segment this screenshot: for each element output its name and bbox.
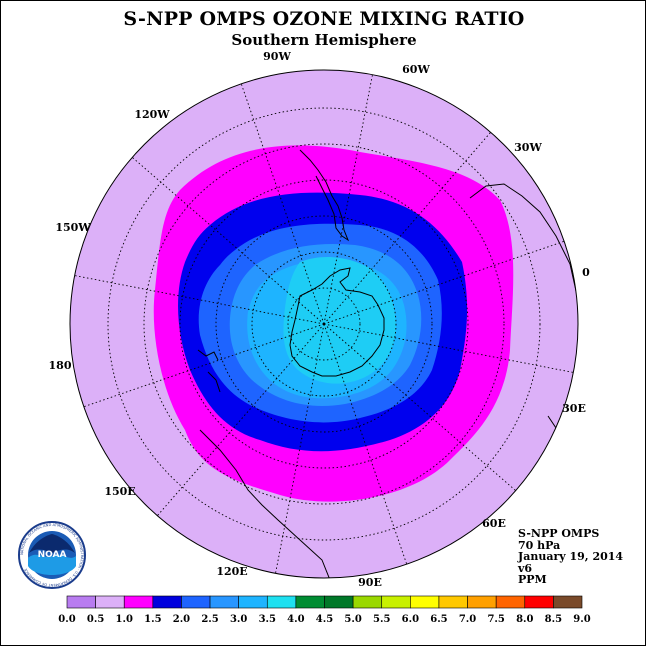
new-zealand-coastline [197,349,221,393]
map-subtitle: Southern Hemisphere [231,31,417,49]
colorbar-tick-label: 2.5 [201,614,218,625]
lon-label-120w: 120W [134,108,170,121]
colorbar-tick-label: 8.0 [516,614,533,625]
colorbar-swatch [66,595,96,609]
colorbar-swatch [438,595,468,609]
colorbar-swatch [95,595,125,609]
lon-label-150e: 150E [104,485,135,498]
colorbar-swatch [495,595,526,609]
graticule [74,74,574,574]
map-disk-border [69,69,579,579]
colorbar-swatch [209,595,239,609]
colorbar-tick-label: 0.5 [87,614,104,625]
map-title: S-NPP OMPS OZONE MIXING RATIO [123,8,525,30]
info-instrument: S-NPP OMPS [518,527,600,540]
australia-coastline [199,429,331,578]
lon-label-60e: 60E [482,517,506,530]
colorbar-tick-label: 5.5 [373,614,390,625]
colorbar-swatch [238,595,268,609]
lon-label-90w: 90W [263,50,291,63]
info-version: v6 [518,561,533,575]
lon-label-30w: 30W [514,141,542,154]
colorbar-tick-label: 2.0 [173,614,190,625]
parallel-circle [179,179,469,469]
colorbar-swatch [266,595,297,609]
parallel-circle [287,287,361,361]
colorbar-tick-label: 0.0 [58,614,75,625]
colorbar-swatch [553,595,583,609]
parallel-circle [107,107,541,541]
info-level: 70 hPa [518,538,561,552]
info-date: January 19, 2014 [518,550,624,563]
parallel-circle [251,251,397,397]
longitude-labels: 90W 60W 30W 0 30E 60E 90E 120E 150E 180 150W 120W [49,50,591,589]
south-america-coastline [299,149,350,242]
colorbar-tick-label: 4.5 [316,614,333,625]
lon-label-60w: 60W [402,63,430,76]
colorbar-tick-label: 6.5 [430,614,447,625]
colorbar-swatch [352,595,383,609]
colorbar-tick-label: 7.0 [459,614,476,625]
info-units: PPM [518,573,547,586]
parallel-circle [143,143,505,505]
colorbar-tick-label: 8.5 [545,614,562,625]
lon-label-30e: 30E [562,402,586,415]
colorbar-tick-label: 7.5 [487,614,504,625]
colorbar-tick-label: 9.0 [573,614,590,625]
lon-label-0: 0 [582,266,590,279]
noaa-logo: NOAA NATIONAL OCEANIC AND ATMOSPHERIC AD… [17,520,87,590]
lon-label-180: 180 [49,359,72,372]
colorbar-tick-label: 5.0 [344,614,361,625]
antarctica-coastline [289,267,385,377]
colorbar-tick-label: 4.0 [287,614,304,625]
colorbar-tick-label: 6.0 [402,614,419,625]
parallel-circle [215,215,433,433]
lon-label-150w: 150W [55,221,91,234]
noaa-logo-text: NOAA [38,550,67,560]
colorbar-swatch [181,595,211,609]
lon-label-90e: 90E [358,576,382,589]
colorbar-swatch [123,595,154,609]
colorbar-tick-label: 1.0 [116,614,133,625]
colorbar-swatch [410,595,440,609]
colorbar-swatch [524,595,554,609]
colorbar-swatch [295,595,325,609]
colorbar-swatch [324,595,354,609]
info-block: S-NPP OMPS 70 hPa January 19, 2014 v6 PP… [518,528,623,586]
colorbar-swatch [381,595,411,609]
colorbar: 0.0 0.5 1.0 1.5 2.0 2.5 3.0 3.5 4.0 4.5 5.0 5.5 6.0 6… [58,595,591,625]
colorbar-tick-label: 3.0 [230,614,247,625]
colorbar-tick-label: 1.5 [144,614,161,625]
colorbar-tick-label: 3.5 [259,614,276,625]
colorbar-swatch [467,595,497,609]
colorbar-swatch [152,595,182,609]
lon-label-120e: 120E [216,565,247,578]
